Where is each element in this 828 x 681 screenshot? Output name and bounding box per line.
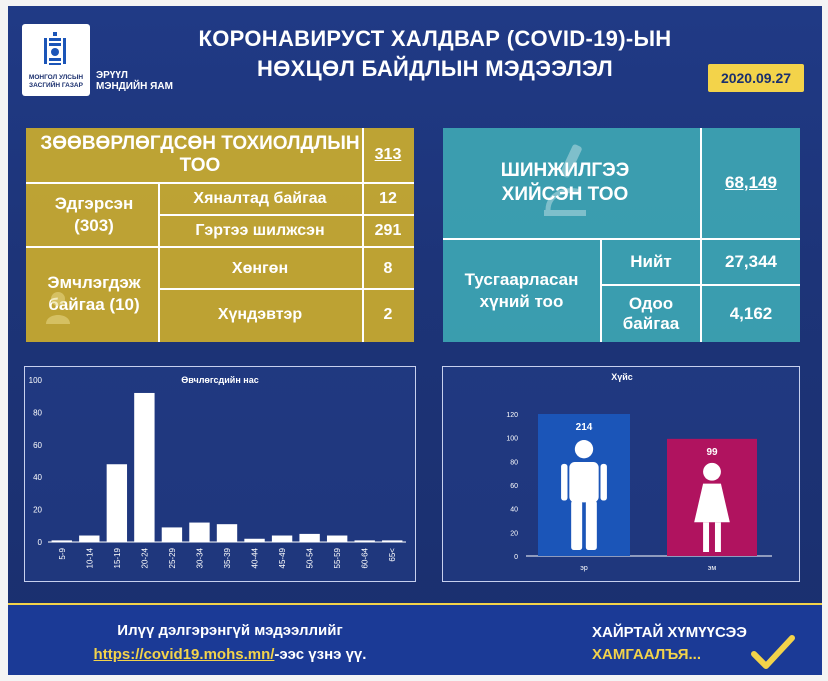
table-divider	[26, 246, 414, 248]
monitored-label: Хяналтад байгаа	[193, 190, 327, 207]
table-divider	[600, 284, 800, 286]
y-tick-label: 20	[510, 530, 518, 537]
y-tick-label: 80	[33, 408, 42, 417]
footer-info: Илүү дэлгэрэнгүй мэдээллийг	[117, 622, 343, 639]
bar-15-19	[106, 464, 128, 542]
isolated-current-label: Одоо байгаа	[622, 294, 680, 333]
checkmark-icon	[751, 635, 795, 669]
severe-value: 2	[383, 306, 393, 323]
bar-60-64	[354, 540, 375, 542]
y-tick-label: 60	[510, 483, 518, 490]
y-tick-label: 60	[33, 441, 42, 450]
x-tick-label: 10-14	[85, 547, 94, 568]
table-divider	[158, 182, 160, 342]
x-tick-label: 50-54	[306, 547, 315, 568]
bar-20-24	[134, 392, 155, 542]
report-date: 2020.09.27	[708, 64, 804, 92]
x-tick-label: 30-34	[195, 547, 204, 568]
x-tick-label: эм	[708, 565, 717, 572]
imported-cases-total: 313	[374, 146, 402, 163]
bar-45-49	[271, 535, 293, 542]
footer-link-line: https://covid19.mohs.mn/-ээс үзнэ үү.	[40, 646, 420, 663]
tests-total: 68,149	[725, 173, 777, 192]
footer-divider	[8, 603, 822, 606]
patient-icon	[46, 292, 70, 324]
website-link[interactable]: https://covid19.mohs.mn/	[93, 646, 275, 663]
x-tick-label: 65<	[388, 548, 397, 562]
table-divider	[160, 288, 414, 290]
monitored-value: 12	[379, 190, 397, 207]
treated-label: Эмчлэгдэж байгаа (10)	[47, 273, 141, 314]
footer	[8, 605, 822, 675]
isolated-current-value: 4,162	[729, 304, 773, 323]
x-tick-label: 5-9	[58, 547, 67, 559]
y-tick-label: 0	[38, 538, 43, 547]
y-tick-label: 100	[29, 376, 43, 385]
imported-cases-table	[26, 128, 414, 342]
bar-10-14	[79, 535, 100, 542]
x-tick-label: 15-19	[113, 547, 122, 568]
y-tick-label: 100	[506, 436, 518, 443]
table-divider	[600, 238, 602, 342]
discharged-value: 291	[374, 222, 402, 239]
table-divider	[443, 238, 800, 240]
slogan-line1: ХАЙРТАЙ ХҮМҮҮСЭЭ	[592, 624, 747, 641]
tests-title: ШИНЖИЛГЭЭ ХИЙСЭН ТОО	[500, 160, 630, 205]
age-chart-panel	[24, 366, 416, 582]
ministry-name: ЭРҮҮЛ МЭНДИЙН ЯАМ	[96, 70, 173, 92]
chart-title: Хүйс	[611, 372, 633, 382]
tests-table	[443, 128, 800, 342]
x-tick-label: 55-59	[333, 547, 342, 568]
discharged-label: Гэртээ шилжсэн	[195, 222, 325, 239]
y-tick-label: 120	[506, 412, 518, 419]
y-tick-label: 40	[510, 507, 518, 514]
age-chart: Өвчлөгсдийн нас 0 20 40 60 80 100 5-9 10-14 15-19…	[29, 375, 406, 568]
table-divider	[362, 128, 364, 342]
mild-label: Хөнгөн	[231, 260, 289, 277]
recovered-label: Эдгэрсэн (303)	[54, 194, 134, 235]
x-tick-label: 20-24	[140, 547, 149, 568]
y-tick-label: 40	[33, 473, 42, 482]
severe-label: Хүндэвтэр	[217, 306, 303, 323]
logo-text: МОНГОЛ УЛСЫН ЗАСГИЙН ГАЗАР	[28, 74, 84, 89]
government-logo: МОНГОЛ УЛСЫН ЗАСГИЙН ГАЗАР	[22, 24, 90, 96]
x-tick-label: 45-49	[278, 547, 287, 568]
chart-title: Өвчлөгсдийн нас	[181, 375, 258, 385]
y-tick-label: 80	[510, 459, 518, 466]
bar-40-44	[244, 538, 265, 542]
link-suffix: -ээс үзнэ үү.	[274, 646, 367, 663]
bar-5-9	[51, 540, 72, 542]
isolated-all-value: 27,344	[725, 252, 777, 271]
bar-65<	[382, 540, 403, 542]
slogan-line2: ХАМГААЛЪЯ...	[592, 646, 702, 663]
x-tick-label: 60-64	[361, 547, 370, 568]
bar-55-59	[326, 535, 348, 542]
x-tick-label: эр	[580, 565, 588, 572]
x-tick-label: 25-29	[168, 547, 177, 568]
x-tick-label: 35-39	[223, 547, 232, 568]
x-tick-label: 40-44	[251, 547, 260, 568]
soyombo-emblem-icon	[44, 32, 66, 65]
bar-25-29	[161, 527, 183, 542]
imported-cases-title: ЗӨӨВӨРЛӨГДСӨН ТОХИОЛДЛЫН ТОО	[40, 133, 360, 176]
data-label: 214	[576, 422, 593, 433]
bar-35-39	[216, 524, 238, 542]
y-tick-label: 20	[33, 506, 42, 515]
table-divider	[700, 128, 702, 342]
isolated-all-label: Нийт	[630, 252, 672, 271]
male-figure-icon	[561, 440, 607, 550]
bar-30-34	[189, 522, 210, 542]
table-divider	[26, 182, 414, 184]
isolated-label: Тусгаарласан хүний тоо	[464, 270, 579, 311]
microscope-icon	[544, 144, 586, 216]
data-label: 99	[706, 447, 718, 458]
page-title: КОРОНАВИРУСТ ХАЛДВАР (COVID-19)-ЫН НӨХЦӨ…	[198, 26, 672, 81]
bar-50-54	[299, 533, 320, 542]
mild-value: 8	[383, 260, 393, 277]
table-divider	[160, 214, 414, 216]
y-tick-label: 0	[514, 554, 518, 561]
female-figure-icon	[694, 462, 730, 552]
gender-chart: Хүйс 0 20 40 60 80 100 120 214 эр 99 эм	[506, 372, 772, 572]
